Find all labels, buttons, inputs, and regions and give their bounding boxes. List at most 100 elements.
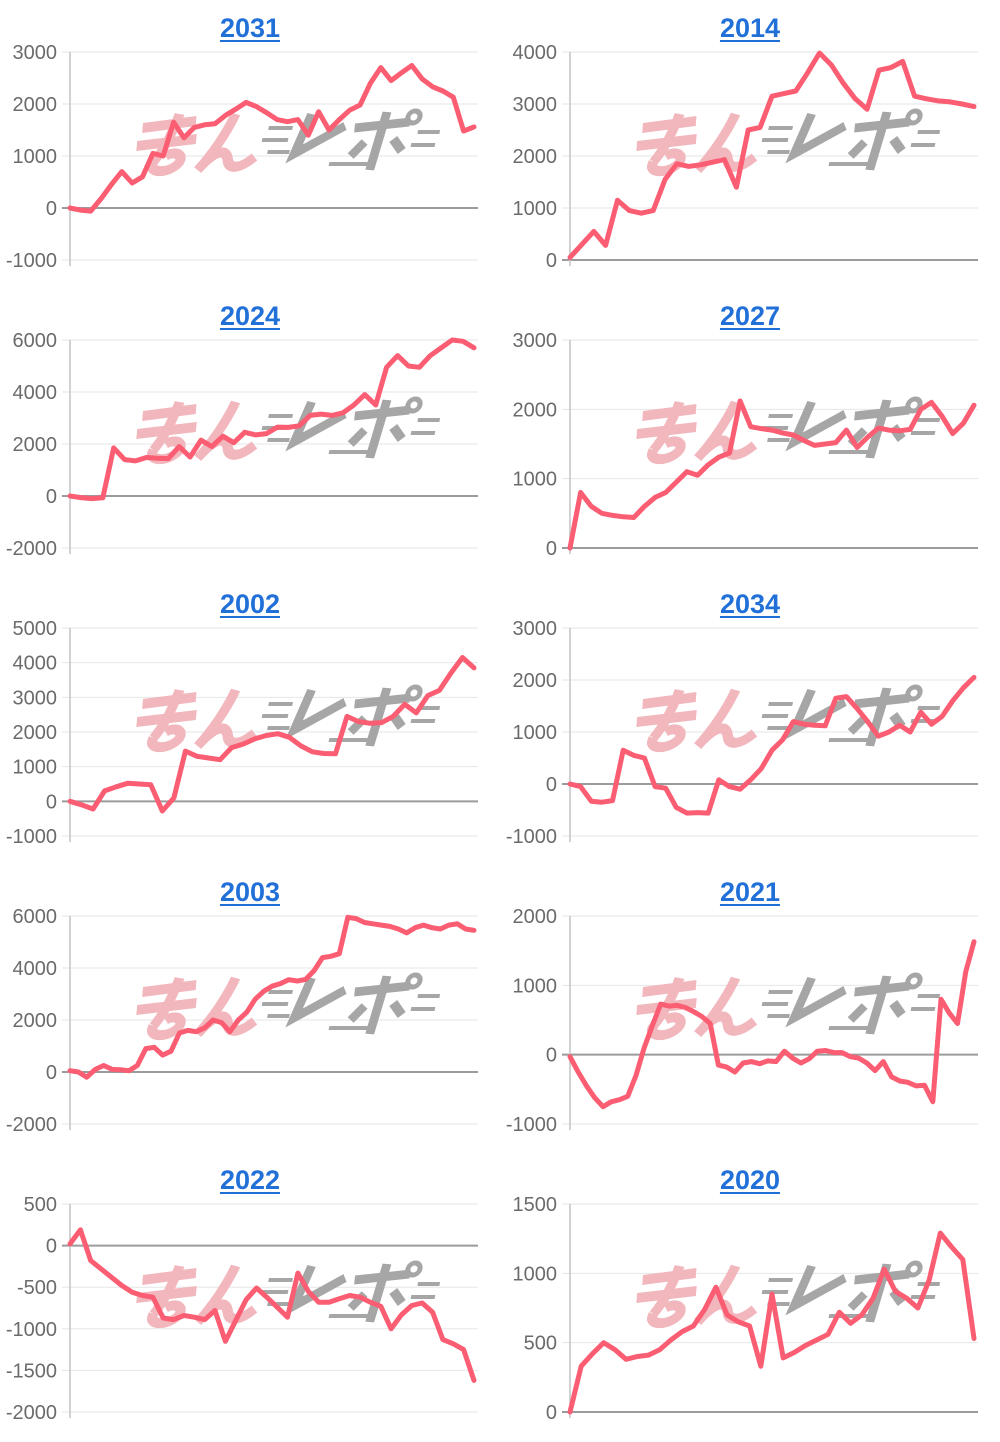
chart-title-row: 2003 [0, 864, 500, 908]
y-tick-label: 2000 [513, 146, 558, 168]
watermark-gray-text [261, 1260, 441, 1323]
y-tick-label: 4000 [13, 958, 58, 980]
y-tick-label: 2000 [13, 722, 58, 744]
y-tick-label: -1000 [6, 250, 57, 272]
watermark-pink-text [636, 1264, 758, 1329]
watermark-gray-text [761, 1260, 941, 1323]
data-line [67, 337, 477, 502]
watermark-gray-text [261, 396, 441, 459]
y-tick-label: 2000 [13, 94, 58, 116]
chart-title-row: 2014 [500, 0, 1000, 44]
y-tick-label: 2000 [513, 908, 558, 928]
chart-title-link[interactable]: 2002 [219, 589, 281, 620]
y-tick-label: 0 [46, 791, 57, 813]
y-tick-label: 1000 [13, 146, 58, 168]
line-chart-canvas: 3000 2000 1000 0 -1000 [6, 44, 478, 272]
y-tick-label: 0 [46, 198, 57, 220]
chart-title-link[interactable]: 2021 [719, 877, 781, 908]
chart-cell: 2034 3000 2000 1000 0 -1000 [500, 576, 1000, 864]
y-tick-label: 1500 [513, 1196, 558, 1216]
data-line [567, 50, 977, 260]
y-tick-label: 2000 [13, 434, 58, 456]
chart-title-row: 2022 [0, 1152, 500, 1196]
watermark-pink-text [636, 688, 758, 753]
data-line [67, 914, 477, 1080]
chart-title-row: 2002 [0, 576, 500, 620]
line-chart-canvas: 6000 4000 2000 0 -2000 [6, 332, 478, 560]
y-tick-label: 0 [546, 1045, 557, 1067]
data-line [67, 1227, 477, 1383]
line-chart-canvas: 3000 2000 1000 0 [513, 332, 978, 560]
y-tick-label: 1000 [513, 469, 558, 491]
chart-cell: 2031 3000 2000 1000 0 -1000 [0, 0, 500, 288]
chart-title-row: 2034 [500, 576, 1000, 620]
line-chart-canvas: 1500 1000 500 0 [513, 1196, 978, 1424]
y-tick-label: 4000 [513, 44, 558, 64]
chart-title-row: 2024 [0, 288, 500, 332]
chart-title-row: 2027 [500, 288, 1000, 332]
y-tick-label: -1000 [506, 826, 557, 848]
y-tick-label: 0 [546, 538, 557, 560]
chart-cell: 2021 2000 1000 0 -1000 [500, 864, 1000, 1152]
y-tick-label: 0 [46, 1062, 57, 1084]
data-line [567, 398, 977, 551]
watermark [136, 396, 441, 465]
y-tick-label: 2000 [513, 399, 558, 421]
watermark [136, 684, 441, 753]
y-tick-label: 0 [46, 1236, 57, 1258]
y-tick-label: 1000 [513, 722, 558, 744]
y-tick-label: -1000 [506, 1114, 557, 1136]
y-tick-label: 500 [524, 1333, 557, 1355]
chart-title-link[interactable]: 2031 [219, 13, 281, 44]
y-tick-label: 2000 [13, 1010, 58, 1032]
y-tick-label: 3000 [13, 687, 58, 709]
watermark-gray-text [261, 684, 441, 747]
line-chart-canvas: 5000 4000 3000 2000 1000 0 -1000 [6, 620, 478, 848]
chart-title-link[interactable]: 2014 [719, 13, 781, 44]
watermark-gray-text [261, 972, 441, 1035]
y-tick-label: 1000 [513, 198, 558, 220]
line-chart-canvas: 500 0 -500 -1000 -1500 -2000 [6, 1196, 478, 1424]
y-tick-label: -2000 [6, 1402, 57, 1424]
y-tick-label: 3000 [513, 94, 558, 116]
watermark-pink-text [636, 400, 758, 465]
chart-cell: 2020 1500 1000 500 0 [500, 1152, 1000, 1440]
chart-title-link[interactable]: 2022 [219, 1165, 281, 1196]
line-chart-canvas: 6000 4000 2000 0 -2000 [6, 908, 478, 1136]
watermark [136, 972, 441, 1041]
data-line [567, 1230, 977, 1415]
watermark-gray-text [761, 108, 941, 171]
y-tick-label: -1500 [6, 1360, 57, 1382]
data-line [567, 674, 977, 816]
y-tick-label: 0 [546, 774, 557, 796]
line-chart-canvas: 4000 3000 2000 1000 0 [513, 44, 978, 272]
line-chart-canvas: 2000 1000 0 -1000 [506, 908, 978, 1136]
chart-title-link[interactable]: 2003 [219, 877, 281, 908]
y-tick-label: -500 [17, 1277, 57, 1299]
watermark-gray-text [761, 396, 941, 459]
watermark-pink-text [136, 976, 258, 1041]
chart-title-link[interactable]: 2027 [719, 301, 781, 332]
y-tick-label: 500 [24, 1196, 57, 1216]
y-tick-label: 3000 [513, 332, 558, 352]
y-tick-label: 1000 [13, 757, 58, 779]
line-chart-canvas: 3000 2000 1000 0 -1000 [506, 620, 978, 848]
chart-title-link[interactable]: 2024 [219, 301, 281, 332]
data-line [67, 63, 477, 214]
y-tick-label: 0 [546, 250, 557, 272]
chart-title-row: 2031 [0, 0, 500, 44]
y-tick-label: -2000 [6, 1114, 57, 1136]
chart-title-row: 2020 [500, 1152, 1000, 1196]
chart-title-link[interactable]: 2020 [719, 1165, 781, 1196]
y-tick-label: 6000 [13, 908, 58, 928]
chart-title-row: 2021 [500, 864, 1000, 908]
y-tick-label: -1000 [6, 1319, 57, 1341]
y-tick-label: 5000 [13, 620, 58, 640]
chart-title-link[interactable]: 2034 [719, 589, 781, 620]
y-tick-label: 3000 [13, 44, 58, 64]
chart-cell: 2014 4000 3000 2000 1000 0 [500, 0, 1000, 288]
chart-cell: 2002 5000 4000 3000 2000 1000 0 -1000 [0, 576, 500, 864]
chart-cell: 2027 3000 2000 1000 0 [500, 288, 1000, 576]
y-tick-label: 0 [546, 1402, 557, 1424]
